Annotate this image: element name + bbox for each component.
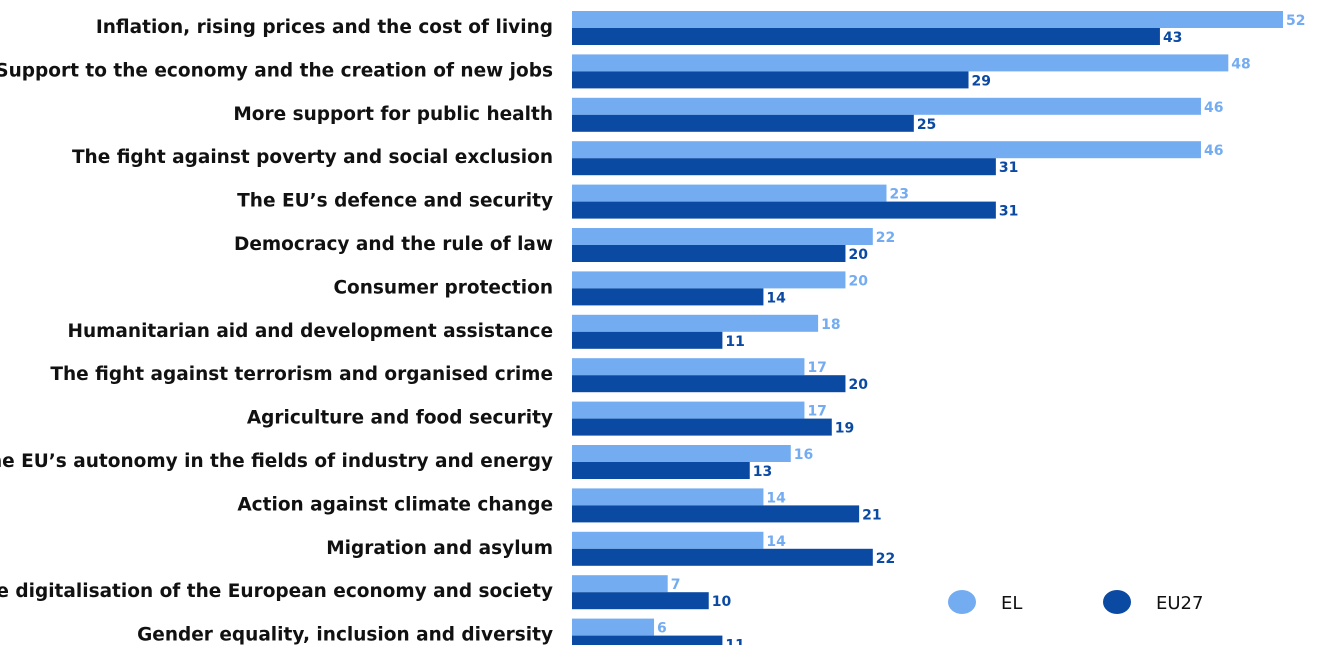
bar-eu27 xyxy=(572,288,764,306)
value-label-eu27: 31 xyxy=(999,204,1018,220)
category-label: The EU’s autonomy in the fields of indus… xyxy=(0,451,553,472)
value-label-eu27: 13 xyxy=(753,464,772,480)
bar-el xyxy=(572,488,764,506)
bar-el xyxy=(572,184,887,202)
category-label: The digitalisation of the European econo… xyxy=(0,581,553,602)
bar-el xyxy=(572,314,819,332)
value-label-el: 14 xyxy=(766,490,786,506)
bar-el xyxy=(572,97,1201,115)
value-label-el: 6 xyxy=(657,621,667,637)
bar-el xyxy=(572,271,846,289)
value-label-el: 52 xyxy=(1286,13,1305,29)
bar-eu27 xyxy=(572,592,709,610)
category-label: Inflation, rising prices and the cost of… xyxy=(96,17,553,38)
legend-swatch-eu27 xyxy=(1103,590,1131,614)
value-label-el: 48 xyxy=(1231,56,1250,72)
bar-eu27 xyxy=(572,635,723,645)
value-label-el: 17 xyxy=(807,404,826,420)
legend: EL EU27 xyxy=(948,590,1203,614)
bar-eu27 xyxy=(572,331,723,349)
bars-group: 52 43 48 29 46 25 46 31 23 31 22 20 20 14 18 11 17 20 17 19… xyxy=(572,11,1305,645)
value-label-el: 7 xyxy=(671,577,681,593)
value-label-eu27: 11 xyxy=(725,334,744,350)
bar-el xyxy=(572,228,873,245)
bar-el xyxy=(572,575,668,593)
value-label-el: 46 xyxy=(1204,100,1223,116)
category-label: Migration and asylum xyxy=(326,538,553,559)
value-label-eu27: 10 xyxy=(712,594,732,610)
category-label: Consumer protection xyxy=(333,277,553,298)
value-label-el: 18 xyxy=(821,317,840,333)
legend-label-eu27: EU27 xyxy=(1156,593,1203,614)
category-label: More support for public health xyxy=(233,104,553,125)
bar-eu27 xyxy=(572,71,969,89)
value-label-el: 46 xyxy=(1204,143,1223,159)
category-label: The fight against poverty and social exc… xyxy=(72,147,553,168)
value-label-el: 20 xyxy=(848,273,868,289)
value-label-eu27: 29 xyxy=(972,73,991,89)
value-label-eu27: 22 xyxy=(876,551,895,567)
category-label: Democracy and the rule of law xyxy=(234,234,553,255)
category-label: The EU’s defence and security xyxy=(237,191,553,212)
category-label: Support to the economy and the creation … xyxy=(0,60,553,81)
bar-el xyxy=(572,54,1229,72)
value-label-eu27: 43 xyxy=(1163,30,1182,46)
bar-eu27 xyxy=(572,375,846,393)
bar-el xyxy=(572,358,805,376)
value-label-eu27: 20 xyxy=(848,247,868,263)
category-labels-group: Inflation, rising prices and the cost of… xyxy=(0,17,553,645)
legend-swatch-el xyxy=(948,590,976,614)
value-label-el: 14 xyxy=(766,534,786,550)
bar-eu27 xyxy=(572,505,860,523)
bar-eu27 xyxy=(572,462,750,479)
value-label-eu27: 20 xyxy=(848,377,868,393)
bar-eu27 xyxy=(572,245,846,262)
value-label-el: 16 xyxy=(794,447,813,463)
bar-el xyxy=(572,141,1201,159)
bar-eu27 xyxy=(572,418,832,436)
category-label: Agriculture and food security xyxy=(247,408,553,429)
bar-el xyxy=(572,531,764,549)
value-label-eu27: 11 xyxy=(725,638,744,645)
value-label-eu27: 25 xyxy=(917,117,936,133)
value-label-el: 23 xyxy=(889,187,908,203)
bar-el xyxy=(572,618,655,636)
value-label-eu27: 21 xyxy=(862,507,881,523)
legend-label-el: EL xyxy=(1001,593,1022,614)
value-label-el: 17 xyxy=(807,360,826,376)
value-label-eu27: 31 xyxy=(999,160,1018,176)
bar-el xyxy=(572,445,791,462)
value-label-eu27: 14 xyxy=(766,290,786,306)
category-label: Gender equality, inclusion and diversity xyxy=(137,625,553,645)
bar-eu27 xyxy=(572,28,1160,45)
category-label: Action against climate change xyxy=(237,494,553,515)
category-label: Humanitarian aid and development assista… xyxy=(68,321,554,342)
category-label: The fight against terrorism and organise… xyxy=(50,364,553,385)
bar-eu27 xyxy=(572,548,873,566)
bar-eu27 xyxy=(572,201,996,219)
bar-eu27 xyxy=(572,158,996,176)
value-label-eu27: 19 xyxy=(835,421,854,437)
bar-el xyxy=(572,11,1283,28)
bar-el xyxy=(572,401,805,419)
bar-eu27 xyxy=(572,114,914,132)
value-label-el: 22 xyxy=(876,230,895,246)
